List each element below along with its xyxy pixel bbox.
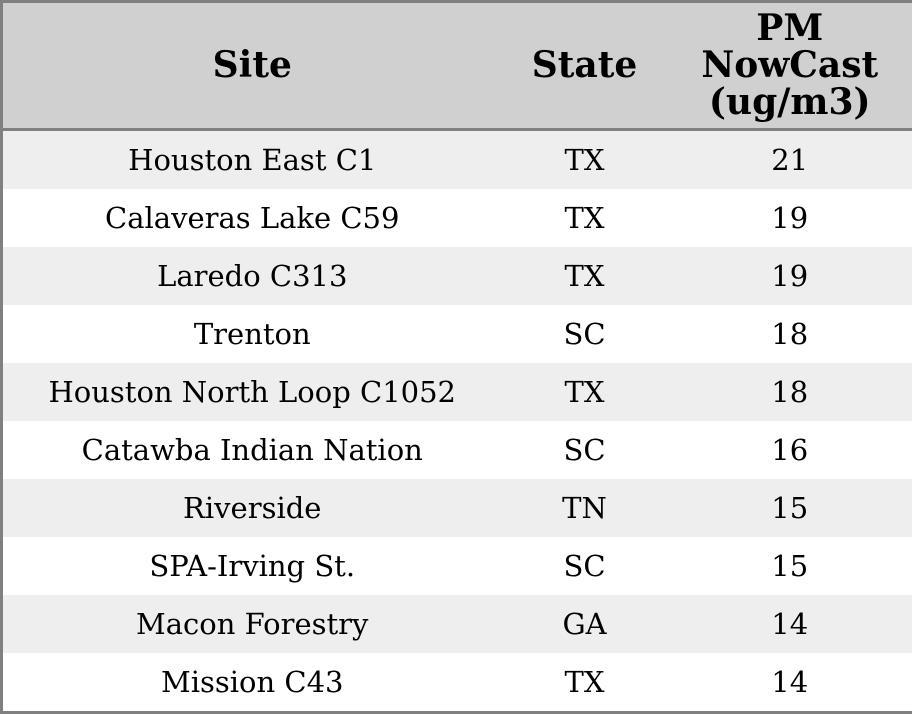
table-row: Houston North Loop C1052 TX 18 [2, 363, 912, 421]
site-cell: Trenton [2, 305, 502, 363]
pm-cell: 14 [668, 653, 912, 713]
pm-cell: 21 [668, 130, 912, 190]
table-header: Site State PM NowCast (ug/m3) [2, 2, 912, 130]
table-row: Riverside TN 15 [2, 479, 912, 537]
state-cell: TX [502, 653, 668, 713]
pm-cell: 18 [668, 305, 912, 363]
pm-cell: 18 [668, 363, 912, 421]
state-cell: TX [502, 363, 668, 421]
col-header-pm-nowcast: PM NowCast (ug/m3) [668, 2, 912, 130]
site-cell: Catawba Indian Nation [2, 421, 502, 479]
table-row: Catawba Indian Nation SC 16 [2, 421, 912, 479]
state-cell: TX [502, 247, 668, 305]
state-cell: TN [502, 479, 668, 537]
site-cell: Calaveras Lake C59 [2, 189, 502, 247]
state-cell: GA [502, 595, 668, 653]
pm-cell: 19 [668, 189, 912, 247]
header-row: Site State PM NowCast (ug/m3) [2, 2, 912, 130]
site-cell: Macon Forestry [2, 595, 502, 653]
table-row: Mission C43 TX 14 [2, 653, 912, 713]
table-row: Trenton SC 18 [2, 305, 912, 363]
site-cell: SPA-Irving St. [2, 537, 502, 595]
site-cell: Riverside [2, 479, 502, 537]
pm-cell: 16 [668, 421, 912, 479]
table-row: Houston East C1 TX 21 [2, 130, 912, 190]
site-cell: Laredo C313 [2, 247, 502, 305]
table-row: Laredo C313 TX 19 [2, 247, 912, 305]
state-cell: SC [502, 537, 668, 595]
table-row: Macon Forestry GA 14 [2, 595, 912, 653]
site-cell: Mission C43 [2, 653, 502, 713]
site-cell: Houston North Loop C1052 [2, 363, 502, 421]
table-row: Calaveras Lake C59 TX 19 [2, 189, 912, 247]
col-header-state: State [502, 2, 668, 130]
pm-cell: 14 [668, 595, 912, 653]
state-cell: SC [502, 421, 668, 479]
col-header-site: Site [2, 2, 502, 130]
state-cell: SC [502, 305, 668, 363]
table-row: SPA-Irving St. SC 15 [2, 537, 912, 595]
table-body: Houston East C1 TX 21 Calaveras Lake C59… [2, 130, 912, 713]
state-cell: TX [502, 130, 668, 190]
state-cell: TX [502, 189, 668, 247]
site-cell: Houston East C1 [2, 130, 502, 190]
pm-cell: 19 [668, 247, 912, 305]
pm-cell: 15 [668, 537, 912, 595]
pm-cell: 15 [668, 479, 912, 537]
